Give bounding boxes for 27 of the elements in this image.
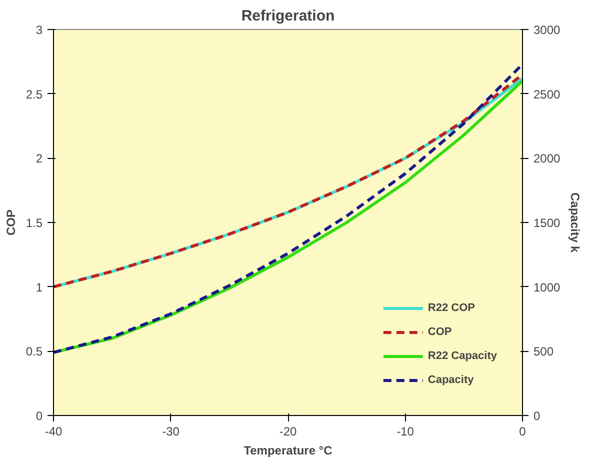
y2-tick-label: 0 xyxy=(534,409,540,423)
y-tick-label: 0.5 xyxy=(26,344,43,359)
y2-axis-title: Capacity k xyxy=(568,192,582,253)
x-tick-label: -10 xyxy=(396,424,414,438)
y2-tick-label: 1000 xyxy=(534,280,561,294)
y2-tick-label: 2500 xyxy=(534,87,561,102)
y2-tick-label: 3000 xyxy=(534,23,561,37)
x-tick-label: 0 xyxy=(519,424,526,438)
y-tick-label: 2 xyxy=(36,152,43,166)
y2-tick-label: 2000 xyxy=(534,152,561,166)
legend-label: Capacity xyxy=(428,374,474,386)
y2-tick-label: 1500 xyxy=(534,216,561,230)
x-axis-title: Temperature °C xyxy=(244,444,333,458)
y-tick-label: 1.5 xyxy=(26,216,43,230)
y-tick-label: 2.5 xyxy=(26,87,43,102)
y-tick-label: 1 xyxy=(36,280,43,294)
y-tick-label: 3 xyxy=(36,23,43,37)
legend-label: R22 COP xyxy=(428,302,475,314)
x-tick-label: -30 xyxy=(162,424,180,438)
y2-tick-label: 500 xyxy=(534,344,554,359)
y-tick-label: 0 xyxy=(36,409,43,423)
x-tick-label: -20 xyxy=(279,424,297,438)
y-axis-title: COP xyxy=(4,209,18,236)
legend-label: COP xyxy=(428,326,452,338)
x-tick-label: -40 xyxy=(44,424,62,438)
legend-label: R22 Capacity xyxy=(428,350,497,362)
chart-title: Refrigeration xyxy=(241,8,335,24)
